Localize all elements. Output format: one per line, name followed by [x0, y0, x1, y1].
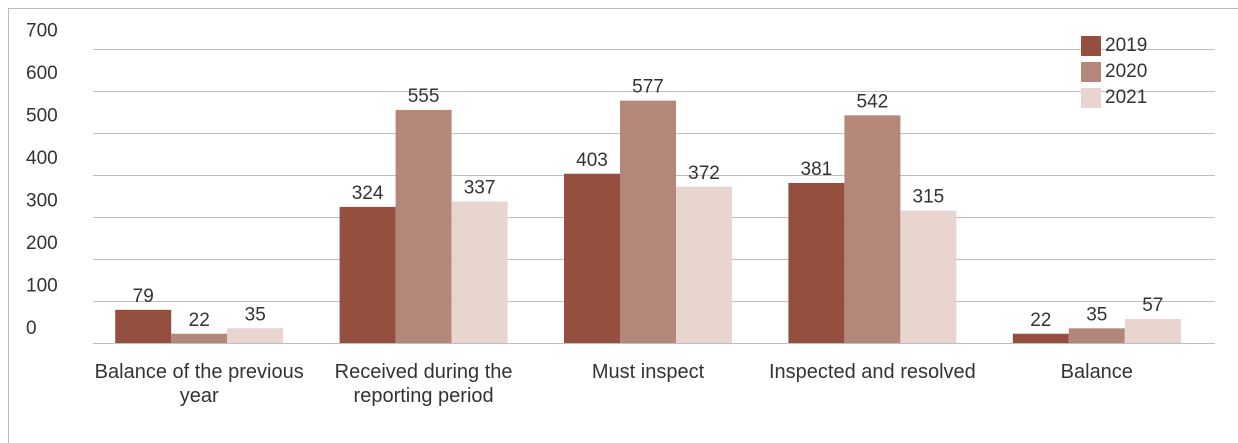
y-tick-label: 400: [26, 148, 58, 169]
legend-swatch: [1081, 62, 1101, 82]
x-tick-label: Balance of the previous year: [94, 361, 304, 407]
x-tick-label: Received during the reporting period: [334, 361, 513, 407]
bar: [564, 173, 620, 343]
legend-swatch: [1081, 36, 1101, 56]
data-label: 381: [801, 159, 833, 180]
x-tick-label: Inspected and resolved: [768, 361, 976, 383]
data-label: 372: [688, 163, 720, 184]
data-label: 542: [857, 91, 889, 112]
y-tick-label: 700: [26, 21, 58, 42]
bar: [900, 210, 957, 343]
y-tick-label: 600: [26, 63, 58, 84]
legend-label: 2019: [1105, 35, 1147, 56]
data-label: 577: [632, 77, 664, 98]
y-tick-label: 100: [26, 276, 58, 297]
chart-border: [8, 8, 1238, 443]
legend-swatch: [1081, 88, 1101, 108]
x-tick-label: Balance: [1060, 361, 1133, 383]
data-label: 315: [913, 187, 945, 208]
bar: [227, 328, 284, 343]
bar: [1012, 333, 1069, 343]
bar: [115, 309, 172, 343]
data-label: 555: [408, 86, 440, 107]
bar: [339, 206, 396, 343]
y-tick-label: 500: [26, 106, 58, 127]
bar: [676, 186, 732, 343]
bar: [171, 333, 228, 343]
data-label: 22: [1030, 310, 1051, 331]
bar: [1124, 319, 1181, 343]
y-tick-label: 300: [26, 191, 58, 212]
y-tick-label: 200: [26, 233, 58, 254]
bar: [620, 100, 676, 343]
legend-label: 2020: [1105, 61, 1147, 82]
data-label: 35: [245, 304, 266, 325]
data-label: 22: [189, 310, 210, 331]
bar: [1068, 328, 1125, 343]
x-tick-label: Must inspect: [591, 361, 705, 383]
bar: [788, 182, 845, 343]
y-tick-label: 0: [26, 318, 37, 339]
data-label: 403: [576, 150, 608, 171]
data-label: 79: [133, 286, 154, 307]
data-label: 57: [1142, 295, 1163, 316]
data-label: 324: [352, 183, 384, 204]
bar: [451, 201, 508, 343]
data-label: 35: [1086, 304, 1107, 325]
bar: [844, 115, 901, 343]
bar: [395, 109, 452, 344]
data-label: 337: [464, 177, 496, 198]
legend-label: 2021: [1105, 87, 1147, 108]
